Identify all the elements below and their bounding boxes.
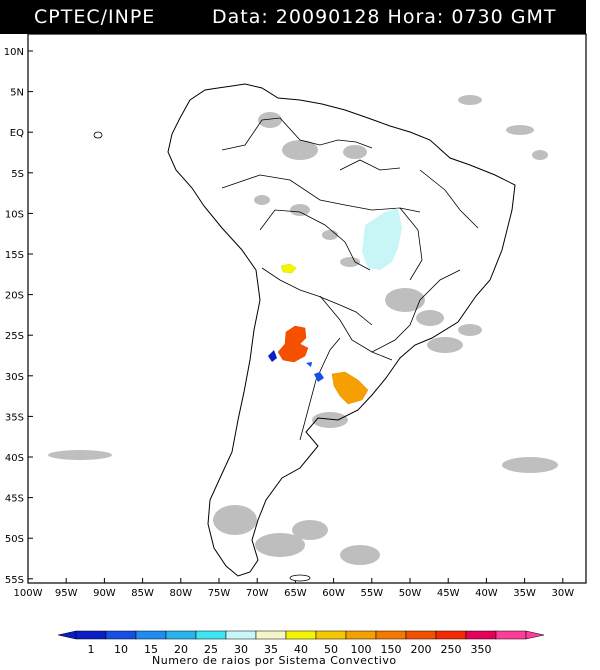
colorbar-segment: [495, 630, 527, 640]
lon-label: 65W: [284, 588, 307, 599]
lat-label: 55S: [5, 575, 24, 586]
colorbar-tick-label: 30: [234, 643, 248, 656]
convective-low: [362, 208, 402, 270]
colorbar-tick-label: 15: [144, 643, 158, 656]
continent-outline: [167, 83, 516, 577]
header-bar: CPTEC/INPE Data: 20090128 Hora: 0730 GMT: [0, 0, 586, 34]
colorbar-caption: Numero de raios por Sistema Convectivo: [152, 654, 397, 667]
colorbar-arrow-right: [525, 630, 545, 640]
colorbar-segment: [165, 630, 197, 640]
lat-label: 10N: [4, 47, 24, 58]
colorbar-segment: [465, 630, 497, 640]
colorbar-segment: [345, 630, 377, 640]
lat-label: 15S: [5, 250, 24, 261]
longitude-ticks: 100W 95W 90W 85W 80W 75W 70W 65W 60W 55W 50W 45W 40W…: [14, 578, 574, 599]
colorbar: 1 10 15 20 25 30 35 40 50 100 150 200 250 350: [57, 630, 545, 656]
lon-label: 30W: [551, 588, 574, 599]
lon-label: 50W: [399, 588, 422, 599]
country-borders: [221, 117, 479, 441]
colorbar-tick-label: 100: [351, 643, 372, 656]
lat-label: 5N: [10, 88, 24, 99]
lon-label: 35W: [513, 588, 536, 599]
lat-label: EQ: [10, 128, 24, 139]
colorbar-segment: [315, 630, 347, 640]
colorbar-tick-label: 150: [381, 643, 402, 656]
lat-label: 10S: [5, 209, 24, 220]
convective-blue-1: [268, 350, 277, 362]
convective-blue-3: [306, 362, 312, 367]
convective-orange: [331, 371, 369, 405]
colorbar-tick-label: 35: [264, 643, 278, 656]
colorbar-segment: [135, 630, 167, 640]
lon-label: 55W: [360, 588, 383, 599]
lon-label: 45W: [437, 588, 460, 599]
latitude-ticks: 10N 5N EQ 5S 10S 15S 20S 25S 30S 35S 40S 45S 50S 55S: [4, 47, 33, 586]
colorbar-tick-label: 20: [174, 643, 188, 656]
lon-label: 70W: [246, 588, 269, 599]
colorbar-tick-label: 40: [294, 643, 308, 656]
colorbar-segment: [195, 630, 227, 640]
lat-label: 5S: [11, 169, 24, 180]
lon-label: 80W: [169, 588, 192, 599]
colorbar-segment: [285, 630, 317, 640]
lat-label: 25S: [5, 331, 24, 342]
lat-label: 30S: [5, 372, 24, 383]
colorbar-segment: [375, 630, 407, 640]
colorbar-segment: [105, 630, 137, 640]
lon-label: 85W: [131, 588, 154, 599]
colorbar-tick-label: 10: [114, 643, 128, 656]
map-frame: [27, 33, 587, 584]
cloud-cover: [48, 95, 558, 565]
convective-yellow: [280, 263, 297, 274]
lat-label: 20S: [5, 291, 24, 302]
convective-blue-2: [314, 372, 324, 382]
lat-label: 50S: [5, 534, 24, 545]
islands: [93, 131, 311, 582]
datetime-label: Data: 20090128 Hora: 0730 GMT: [212, 6, 557, 28]
lon-label: 90W: [93, 588, 116, 599]
colorbar-tick-label: 1: [88, 643, 95, 656]
colorbar-tick-label: 50: [324, 643, 338, 656]
lon-label: 95W: [55, 588, 78, 599]
lon-label: 40W: [475, 588, 498, 599]
colorbar-tick-label: 250: [441, 643, 462, 656]
lat-label: 40S: [5, 453, 24, 464]
colorbar-arrow-left: [57, 630, 77, 640]
colorbar-tick-label: 200: [411, 643, 432, 656]
colorbar-segment: [255, 630, 287, 640]
colorbar-segment: [405, 630, 437, 640]
colorbar-tick-label: 25: [204, 643, 218, 656]
colorbar-segment: [225, 630, 257, 640]
colorbar-tick-label: 350: [471, 643, 492, 656]
convective-red: [277, 325, 309, 363]
lon-label: 60W: [322, 588, 345, 599]
colorbar-segment: [435, 630, 467, 640]
colorbar-segment: [75, 630, 107, 640]
source-label: CPTEC/INPE: [34, 6, 156, 28]
lon-label: 100W: [14, 588, 43, 599]
lat-label: 35S: [5, 412, 24, 423]
lat-label: 45S: [5, 494, 24, 505]
lon-label: 75W: [208, 588, 231, 599]
